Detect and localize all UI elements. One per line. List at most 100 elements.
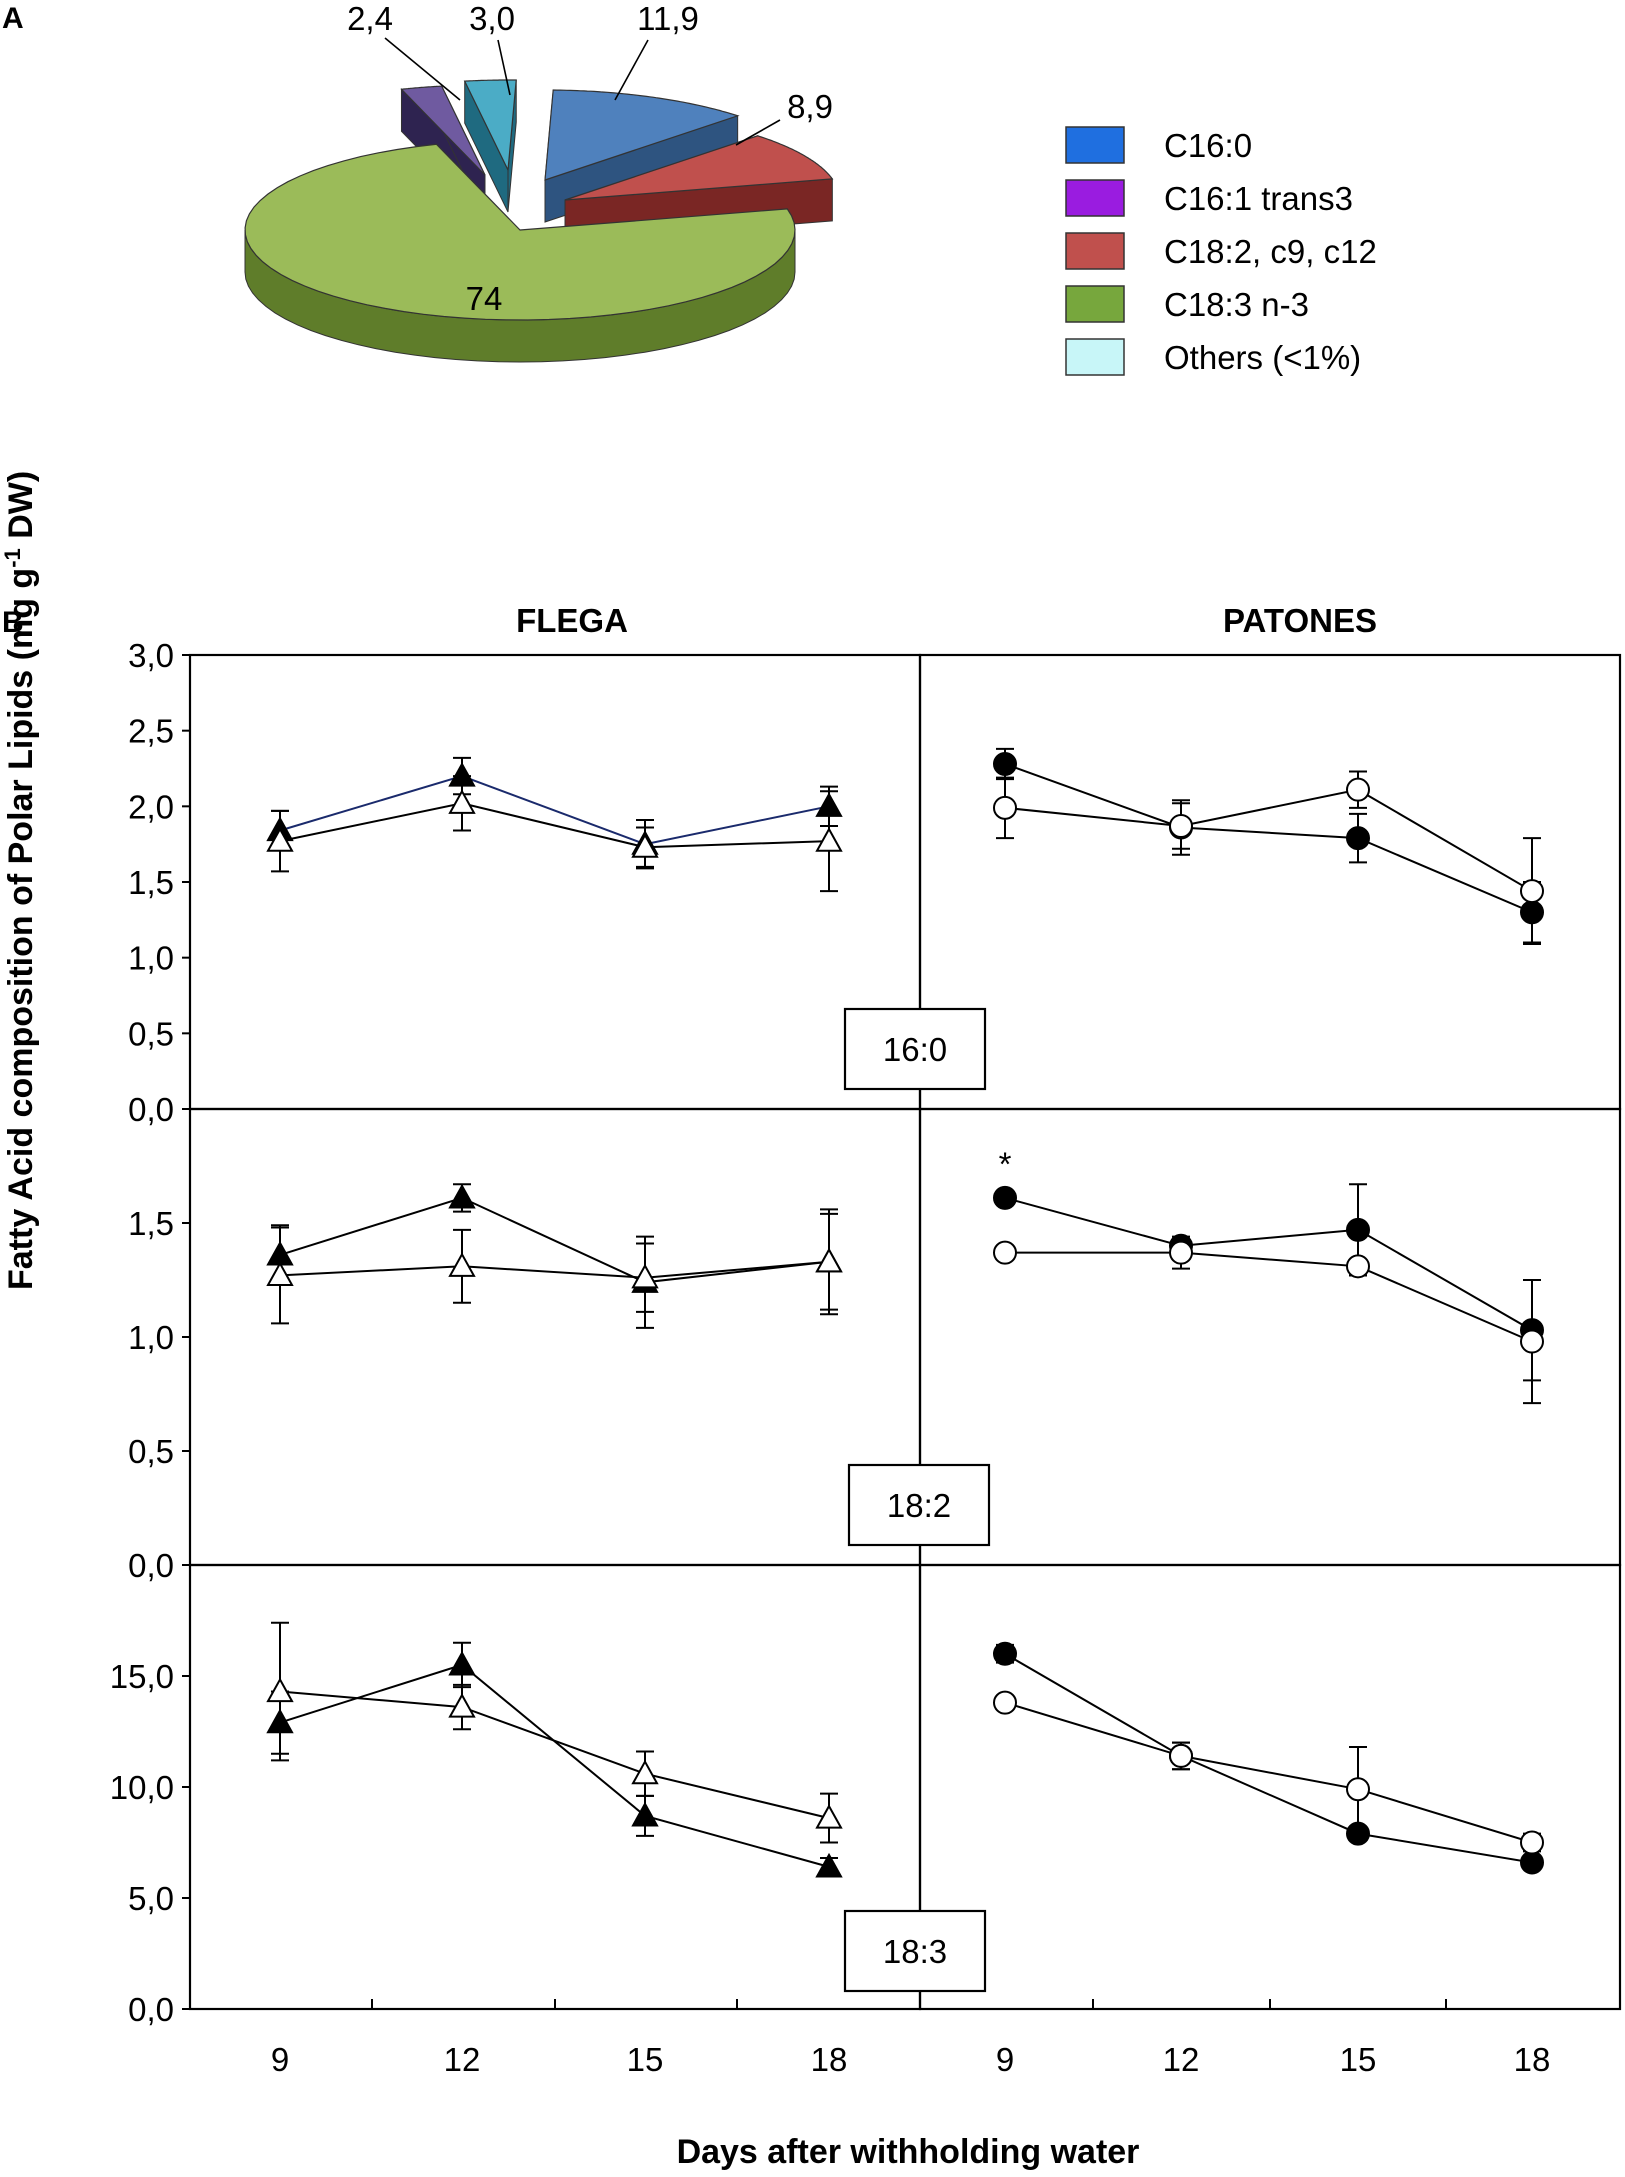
- y-tick-label: 0,0: [128, 1091, 174, 1128]
- data-point-triangle: [266, 827, 294, 852]
- series-line: [279, 775, 830, 846]
- pie-leader-line: [735, 119, 781, 146]
- x-tick-label: 12: [444, 2041, 481, 2078]
- pie-data-label: 8,9: [787, 88, 833, 125]
- pie-leader-line: [614, 39, 649, 101]
- data-point-triangle: [448, 1693, 476, 1718]
- data-point-triangle: [448, 1252, 476, 1277]
- data-point-triangle: [448, 762, 476, 787]
- y-axis-title: Fatty Acid composition of Polar Lipids (…: [0, 471, 40, 1290]
- data-point-triangle: [815, 1852, 843, 1878]
- x-tick-label: 9: [996, 2041, 1014, 2078]
- series-line: [279, 1663, 830, 1868]
- series-line: [1005, 1251, 1533, 1343]
- data-point-circle: [993, 1641, 1017, 1666]
- plot-frame: [918, 1107, 1622, 1567]
- pie-slice: [400, 85, 486, 176]
- data-point-triangle: [266, 1240, 294, 1266]
- pie-slice: [244, 143, 796, 321]
- data-point-circle: [993, 795, 1017, 820]
- data-point-circle: [993, 751, 1017, 776]
- data-point-circle: [1520, 879, 1544, 904]
- series-line: [279, 1690, 830, 1820]
- y-tick-label: 10,0: [110, 1769, 174, 1806]
- x-tick-label: 9: [271, 2041, 289, 2078]
- series-line: [1004, 788, 1533, 892]
- data-point-circle: [1169, 1240, 1193, 1265]
- pie-data-label: 74: [466, 280, 503, 317]
- series-line: [279, 1196, 830, 1284]
- fatty-acid-box: [843, 1909, 987, 1993]
- series-line: [279, 802, 830, 849]
- y-tick-label: 2,5: [128, 713, 174, 750]
- series-line: [279, 1260, 830, 1279]
- data-point-circle: [1169, 1743, 1193, 1768]
- series-line: [1004, 763, 1533, 914]
- data-point-circle: [993, 1240, 1017, 1265]
- y-tick-label: 5,0: [128, 1880, 174, 1917]
- data-point-circle: [1346, 826, 1370, 851]
- fatty-acid-label: 18:3: [883, 1933, 947, 1970]
- data-point-circle: [1346, 1254, 1370, 1279]
- pie-slice: [544, 89, 740, 181]
- data-point-circle: [1520, 900, 1544, 925]
- data-point-triangle: [448, 789, 476, 814]
- data-point-circle: [1169, 814, 1193, 839]
- data-point-circle: [1346, 777, 1370, 802]
- data-point-circle: [1520, 1329, 1544, 1354]
- y-tick-label: 2,0: [128, 788, 174, 825]
- panel-title-flega: FLEGA: [516, 602, 628, 639]
- fatty-acid-box: [843, 1007, 987, 1091]
- y-tick-label: 15,0: [110, 1658, 174, 1695]
- pie-data-label: 2,4: [347, 0, 393, 37]
- data-point-circle: [1346, 1821, 1370, 1846]
- legend-label: Others (<1%): [1164, 339, 1361, 376]
- y-tick-label: 1,0: [128, 1319, 174, 1356]
- legend-label: C18:2, c9, c12: [1164, 233, 1377, 270]
- y-tick-label: 0,0: [128, 1547, 174, 1584]
- pie-chart: 11,9 8,9 74 2,4 3,0: [244, 0, 834, 363]
- data-point-triangle: [815, 1247, 843, 1273]
- x-tick-label: 18: [1514, 2041, 1551, 2078]
- legend-swatch: [1065, 285, 1125, 323]
- data-point-circle: [1520, 1830, 1544, 1855]
- series-line: [1004, 1652, 1533, 1864]
- data-point-circle: [1346, 1217, 1370, 1242]
- line-chart-grid: FLEGA PATONES 0,0 0,5 1,0 1,5 2,0 2,5 3,0 16:0 0,0…: [110, 602, 1622, 2078]
- plot-frame: [918, 1563, 1622, 2011]
- fatty-acid-label: 18:2: [887, 1487, 951, 1524]
- data-point-triangle: [448, 1650, 476, 1676]
- data-point-circle: [1520, 1850, 1544, 1875]
- legend-swatch: [1065, 338, 1125, 376]
- pie-data-label: 3,0: [469, 0, 515, 37]
- fatty-acid-label: 16:0: [883, 1031, 947, 1068]
- pie-slice: [463, 79, 517, 173]
- data-point-triangle: [266, 1677, 294, 1703]
- plot-frame: [188, 653, 922, 1111]
- data-point-triangle: [266, 1708, 294, 1734]
- data-point-circle: [993, 1185, 1017, 1210]
- legend-label: C16:1 trans3: [1164, 180, 1353, 217]
- plot-frame: [188, 1107, 922, 1567]
- data-point-triangle: [815, 827, 843, 852]
- y-tick-label: 3,0: [128, 637, 174, 674]
- y-tick-label: 1,5: [128, 864, 174, 901]
- x-tick-label: 12: [1163, 2041, 1200, 2078]
- panel-label-b: B: [2, 606, 24, 639]
- legend-swatch: [1065, 126, 1125, 164]
- y-tick-label: 1,0: [128, 940, 174, 977]
- x-axis-title: Days after withholding water: [677, 2133, 1140, 2171]
- legend-swatch: [1065, 232, 1125, 270]
- y-tick-label: 0,0: [128, 1991, 174, 2028]
- data-point-triangle: [631, 833, 659, 858]
- panel-title-patones: PATONES: [1223, 602, 1377, 639]
- series-line: [1004, 1196, 1533, 1332]
- series-line: [1004, 1701, 1533, 1844]
- legend-label: C16:0: [1164, 127, 1252, 164]
- data-point-triangle: [266, 1261, 294, 1287]
- pie-leader-line: [497, 39, 511, 96]
- fatty-acid-box: [847, 1463, 991, 1547]
- data-point-circle: [1346, 1777, 1370, 1802]
- x-tick-label: 15: [1340, 2041, 1377, 2078]
